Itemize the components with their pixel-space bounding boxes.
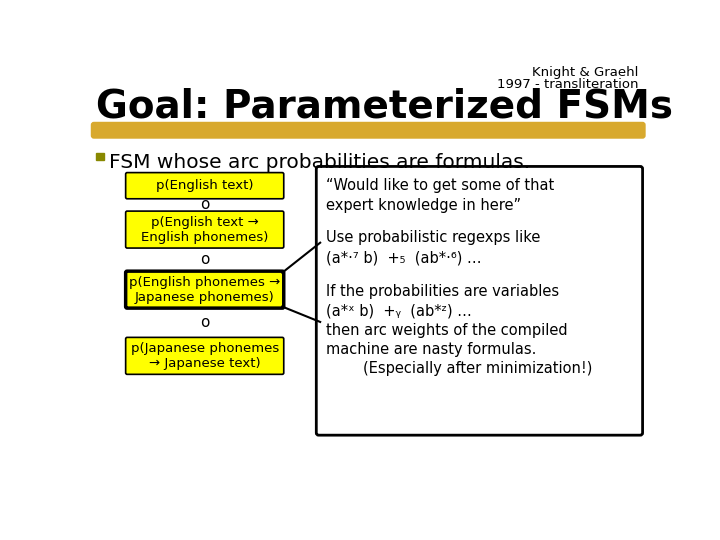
FancyBboxPatch shape	[126, 338, 284, 374]
Text: “Would like to get some of that
expert knowledge in here”: “Would like to get some of that expert k…	[326, 178, 554, 213]
FancyBboxPatch shape	[126, 271, 284, 308]
Text: o: o	[200, 252, 210, 267]
Text: Knight & Graehl: Knight & Graehl	[532, 66, 639, 79]
Text: Use probabilistic regexps like
(a*·⁷ b)  +₅  (ab*·⁶) …: Use probabilistic regexps like (a*·⁷ b) …	[326, 231, 541, 266]
Text: p(English phonemes →
Japanese phonemes): p(English phonemes → Japanese phonemes)	[129, 275, 280, 303]
Text: 1997 - transliteration: 1997 - transliteration	[498, 78, 639, 91]
Text: p(Japanese phonemes
→ Japanese text): p(Japanese phonemes → Japanese text)	[130, 342, 279, 370]
FancyBboxPatch shape	[126, 211, 284, 248]
Text: FSM whose arc probabilities are formulas.: FSM whose arc probabilities are formulas…	[109, 153, 530, 172]
FancyBboxPatch shape	[126, 173, 284, 199]
Text: p(English text →
English phonemes): p(English text → English phonemes)	[141, 215, 269, 244]
Text: p(English text): p(English text)	[156, 179, 253, 192]
FancyBboxPatch shape	[91, 122, 646, 139]
Text: o: o	[200, 315, 210, 330]
Text: If the probabilities are variables
(a*ˣ b)  +ᵧ  (ab*ᶻ) …
then arc weights of the: If the probabilities are variables (a*ˣ …	[326, 284, 593, 376]
Text: o: o	[200, 198, 210, 212]
Bar	[96, 153, 104, 160]
Text: Goal: Parameterized FSMs: Goal: Parameterized FSMs	[96, 88, 673, 126]
FancyBboxPatch shape	[316, 166, 642, 435]
